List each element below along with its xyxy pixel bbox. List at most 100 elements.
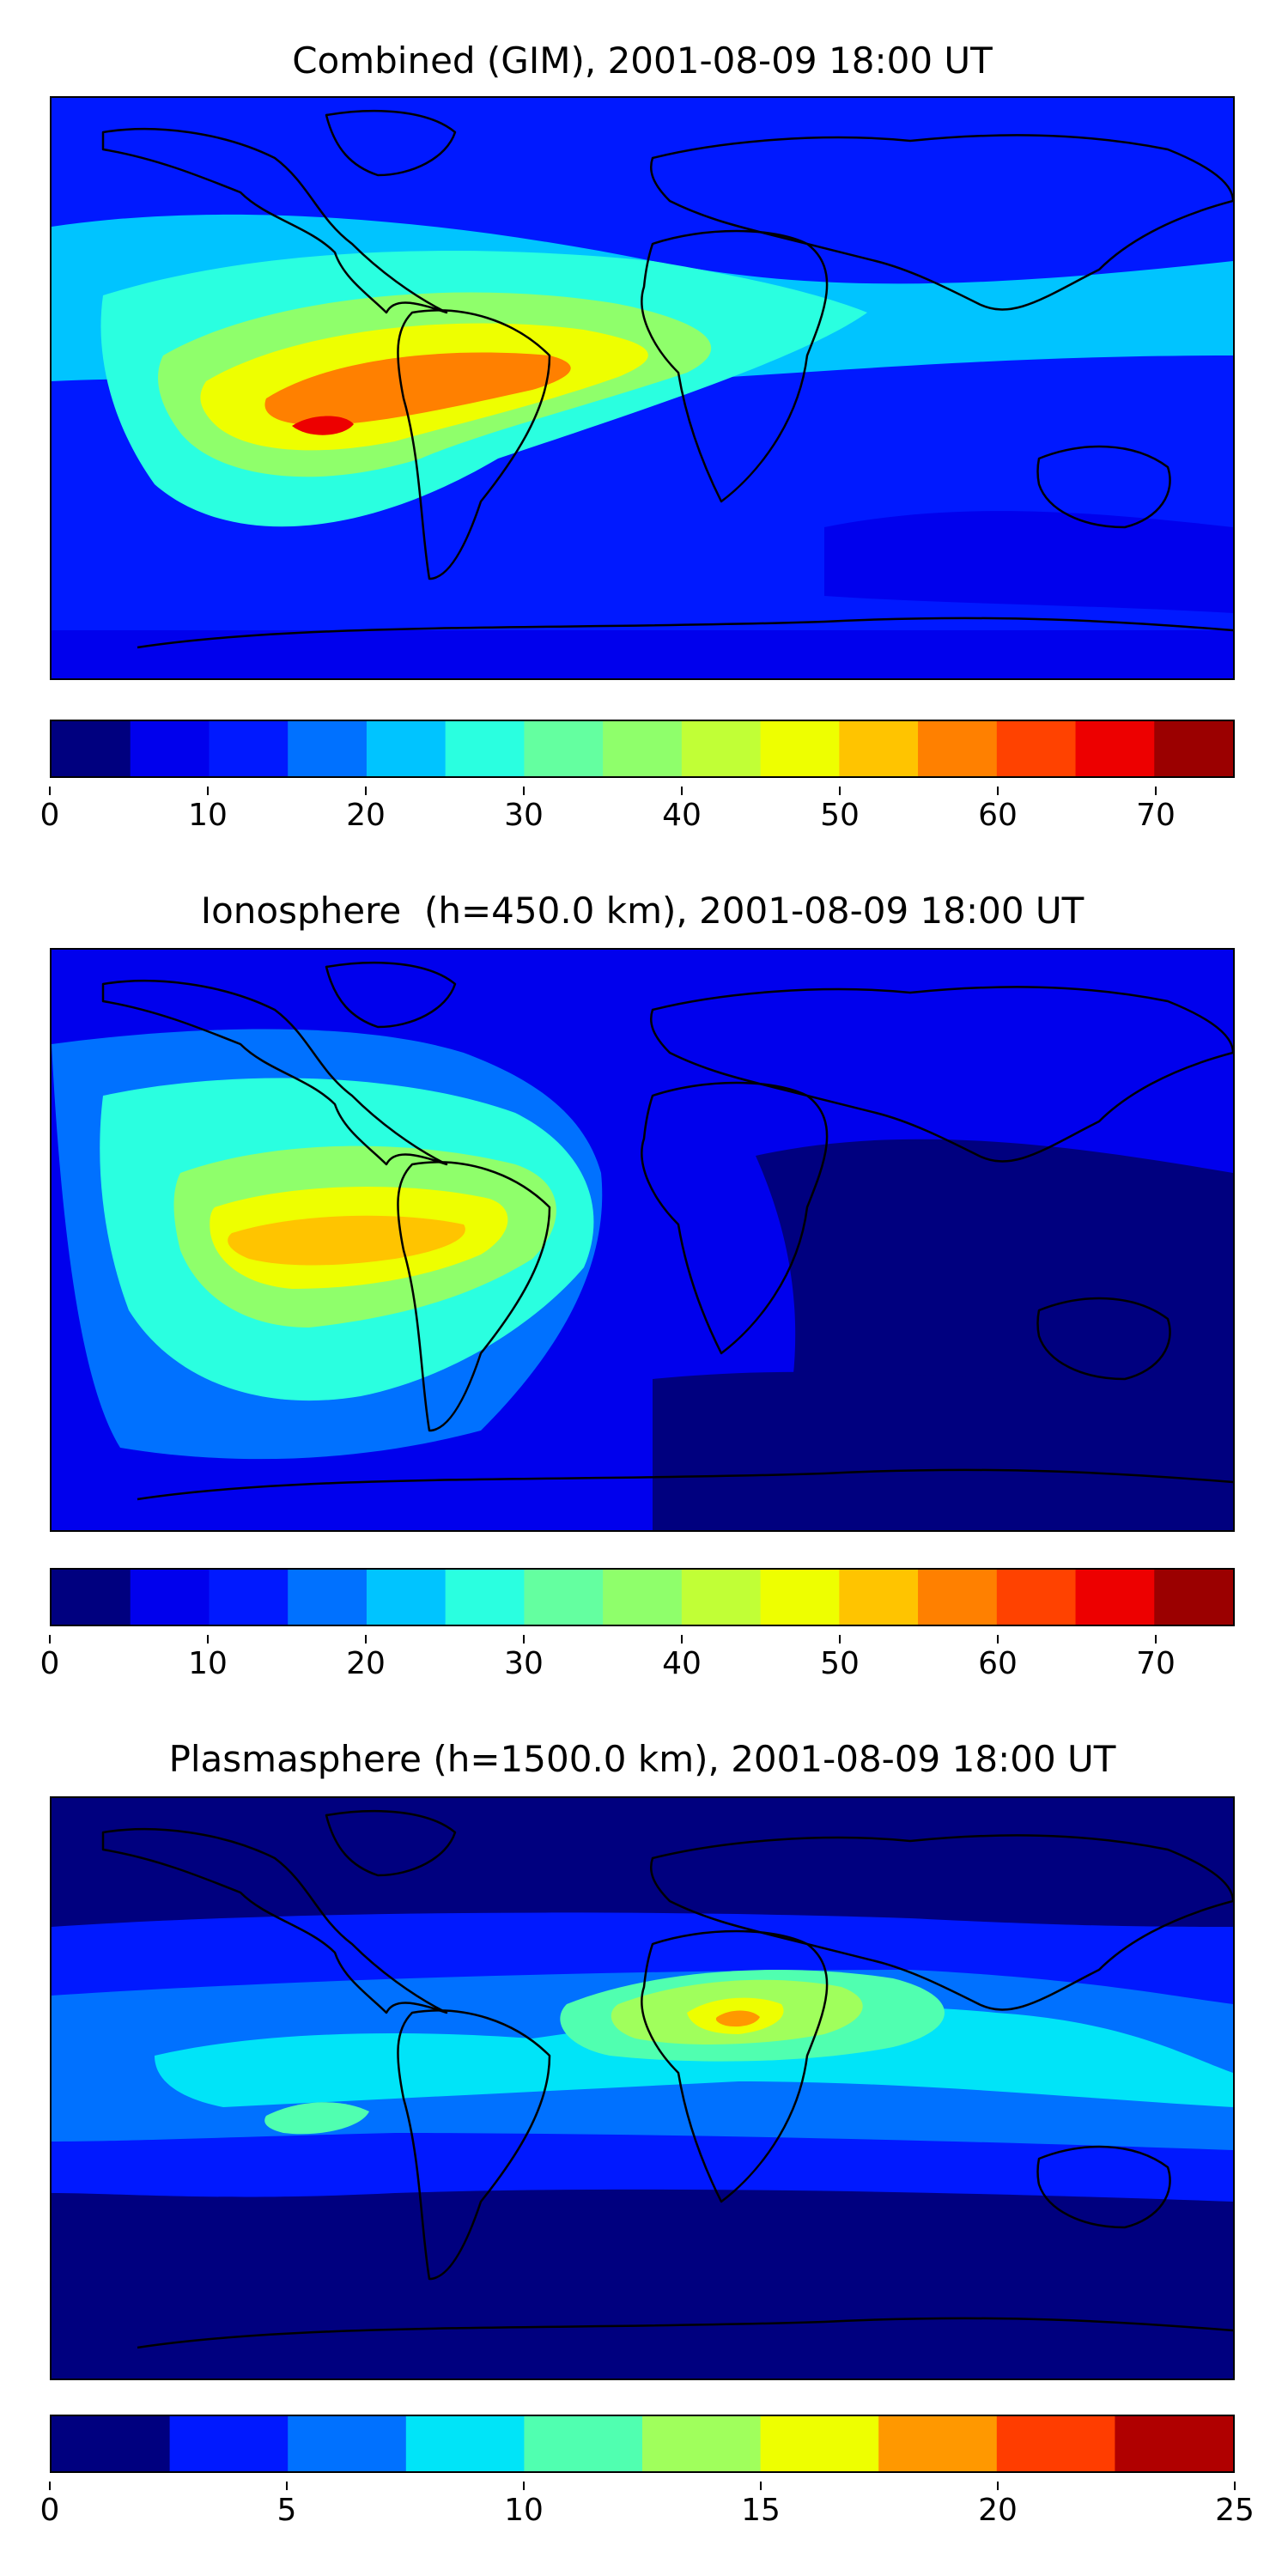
coastline: [1036, 445, 1171, 529]
colorbar-tick-label: 70: [1136, 1646, 1176, 1681]
colorbar-tick-label: 40: [662, 1646, 702, 1681]
contour-region: [653, 1371, 1233, 1530]
colorbar-ticks: 0 5 10 15 20 25: [40, 2482, 1255, 2543]
colorbar-tick-mark: [523, 2482, 525, 2490]
colorbar-swatch: [996, 2416, 1115, 2471]
colorbar-swatch: [52, 721, 131, 776]
coastline: [1036, 1297, 1171, 1381]
colorbar-swatch: [130, 721, 210, 776]
colorbar-tick-label: 60: [978, 798, 1018, 833]
colorbar-swatch: [52, 1570, 131, 1625]
colorbar-tick-label: 60: [978, 1646, 1018, 1681]
colorbar-swatch: [169, 2416, 289, 2471]
colorbar-tick-label: 30: [504, 798, 544, 833]
colorbar-swatch: [1154, 1570, 1233, 1625]
colorbar-tick-label: 30: [504, 1646, 544, 1681]
map-plasmasphere: [50, 1796, 1235, 2380]
colorbar-tick-label: 70: [1136, 798, 1176, 833]
contour-region: [264, 352, 571, 426]
colorbar-tick-label: 25: [1215, 2493, 1255, 2528]
colorbar-swatch: [209, 1570, 289, 1625]
colorbar-tick-mark: [839, 1635, 841, 1643]
colorbar-tick-label: 5: [276, 2493, 297, 2528]
chart-title: Plasmasphere (h=1500.0 km), 2001-08-09 1…: [168, 1738, 1116, 1780]
colorbar-ticks: 0 10 20 30 40 50 60 70: [40, 1635, 1235, 1697]
colorbar-tick-mark: [997, 2482, 999, 2490]
colorbar-swatch: [288, 721, 368, 776]
colorbar-swatch: [445, 721, 525, 776]
colorbar-swatch: [445, 1570, 525, 1625]
map-ionosphere: [50, 948, 1235, 1532]
colorbar-swatch: [288, 1570, 368, 1625]
colorbar-tick-mark: [523, 787, 525, 795]
coastline: [325, 1809, 457, 1877]
coastline: [101, 1828, 448, 2014]
colorbar-swatch: [996, 721, 1077, 776]
colorbar-tick-label: 0: [39, 2493, 60, 2528]
colorbar-tick-mark: [839, 787, 841, 795]
colorbar-swatch: [681, 721, 762, 776]
colorbar-tick-mark: [207, 1635, 209, 1643]
colorbar-tick-mark: [207, 787, 209, 795]
colorbar-swatches: [52, 721, 1233, 776]
coastline: [397, 2009, 551, 2281]
colorbar-tick-mark: [365, 1635, 367, 1643]
colorbar-swatch: [1115, 2416, 1233, 2471]
colorbar-tick-mark: [286, 2482, 288, 2490]
colorbar-swatch: [760, 721, 840, 776]
colorbar-swatch: [760, 2416, 879, 2471]
coastline: [137, 617, 1233, 649]
colorbar-tick-mark: [49, 787, 51, 795]
colorbar-tick-mark: [49, 2482, 51, 2490]
colorbar-tick-label: 50: [820, 798, 860, 833]
colorbar-ionosphere: [50, 1568, 1235, 1626]
colorbar-swatch: [760, 1570, 840, 1625]
coastline: [1036, 2145, 1171, 2229]
colorbar-swatch: [52, 2416, 171, 2471]
chart-title: Ionosphere (h=450.0 km), 2001-08-09 18:0…: [200, 890, 1084, 932]
colorbar-tick-label: 0: [39, 1646, 60, 1681]
coastline: [649, 986, 1233, 1163]
colorbar-tick-mark: [997, 1635, 999, 1643]
colorbar-tick-mark: [523, 1635, 525, 1643]
colorbar-swatch: [839, 1570, 919, 1625]
colorbar-tick-label: 0: [39, 798, 60, 833]
colorbar-swatch: [524, 2416, 643, 2471]
colorbar-swatch: [839, 721, 919, 776]
chart-title: Combined (GIM), 2001-08-09 18:00 UT: [292, 39, 993, 82]
colorbar-swatch: [366, 1570, 447, 1625]
coastline: [101, 128, 448, 314]
colorbar-swatch: [996, 1570, 1077, 1625]
colorbar-tick-label: 20: [346, 798, 386, 833]
contour-region: [715, 2010, 760, 2027]
coastline: [137, 2317, 1233, 2349]
contour-region: [52, 630, 1233, 678]
coastline: [325, 961, 457, 1029]
colorbar-tick-label: 20: [346, 1646, 386, 1681]
colorbar-swatch: [366, 721, 447, 776]
coastline: [137, 1468, 1233, 1501]
colorbar-swatch: [642, 2416, 762, 2471]
colorbar-tick-label: 15: [741, 2493, 781, 2528]
colorbar-tick-label: 20: [978, 2493, 1018, 2528]
coastline: [325, 109, 457, 177]
coastline: [649, 134, 1233, 311]
map-plot-area: [52, 98, 1233, 678]
map-combined: [50, 96, 1235, 680]
colorbar-swatch: [918, 721, 998, 776]
coastline: [649, 1834, 1233, 2011]
colorbar-swatch: [1075, 1570, 1155, 1625]
colorbar-plasmasphere: [50, 2415, 1235, 2473]
colorbar-swatch: [524, 721, 604, 776]
colorbar-swatch: [1075, 721, 1155, 776]
contour-region: [292, 416, 354, 435]
colorbar-swatches: [52, 2416, 1233, 2471]
colorbar-swatch: [288, 2416, 407, 2471]
colorbar-swatch: [405, 2416, 525, 2471]
colorbar-swatch: [524, 1570, 604, 1625]
colorbar-swatches: [52, 1570, 1233, 1625]
colorbar-tick-mark: [997, 787, 999, 795]
colorbar-swatch: [918, 1570, 998, 1625]
colorbar-tick-mark: [1155, 787, 1157, 795]
colorbar-tick-mark: [1234, 2482, 1236, 2490]
